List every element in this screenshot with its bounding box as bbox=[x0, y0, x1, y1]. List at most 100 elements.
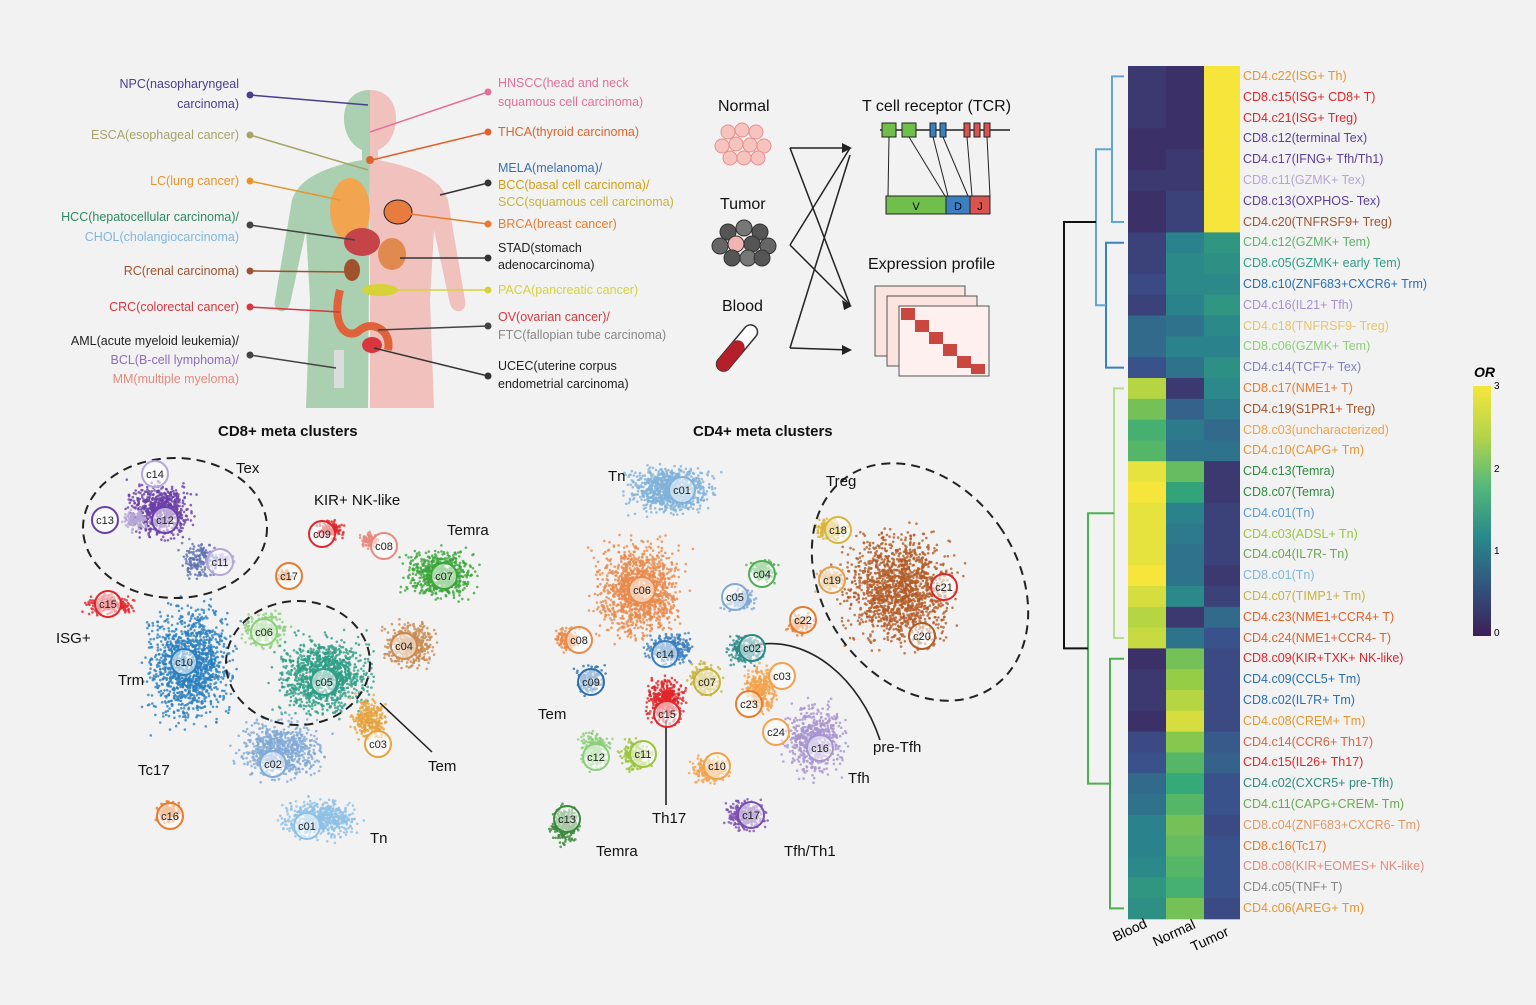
cd4-group-temra: Temra bbox=[596, 843, 638, 860]
label-hnscc: HNSCC(head and neck squamous cell carcin… bbox=[498, 76, 644, 109]
heatmap-cell bbox=[1128, 190, 1167, 213]
lung-organ bbox=[330, 178, 370, 242]
heatmap-cell bbox=[1166, 731, 1205, 753]
heatmap-cell bbox=[1204, 710, 1240, 733]
workflow-arrows bbox=[789, 147, 851, 351]
label-thca: THCA(thyroid carcinoma) bbox=[498, 125, 640, 139]
heatmap-row-label: CD8.c15(ISG+ CD8+ T) bbox=[1243, 89, 1376, 104]
source-tumor-label: Tumor bbox=[720, 196, 766, 213]
heatmap-cell bbox=[1166, 253, 1205, 275]
heatmap-cell bbox=[1204, 128, 1240, 150]
cd8-cluster-c02: c02 bbox=[259, 750, 287, 778]
heatmap-cell bbox=[1166, 648, 1205, 670]
heatmap-cell bbox=[1128, 398, 1167, 421]
heatmap-row-label: CD8.c10(ZNF683+CXCR6+ Trm) bbox=[1243, 277, 1428, 291]
cd4-cluster-c23: c23 bbox=[735, 690, 763, 718]
heatmap-cell bbox=[1166, 523, 1205, 545]
heatmap-row-label: CD8.c03(uncharacterized) bbox=[1243, 422, 1389, 437]
heatmap-cell bbox=[1166, 710, 1205, 733]
heatmap-cell bbox=[1204, 211, 1240, 233]
cd8-cluster-c17: c17 bbox=[275, 562, 303, 590]
heatmap-cell bbox=[1128, 814, 1167, 837]
heatmap-cell bbox=[1128, 274, 1167, 296]
heatmap-cell bbox=[1166, 294, 1205, 317]
heatmap-row-label: CD8.c07(Temra) bbox=[1243, 485, 1335, 499]
heatmap-cell bbox=[1204, 461, 1240, 483]
cd8-group-tn: Tn bbox=[370, 830, 388, 847]
heatmap-cell bbox=[1204, 398, 1240, 421]
cd4-group-pre-tfh: pre-Tfh bbox=[873, 739, 922, 756]
cd4-cluster-c09: c09 bbox=[577, 668, 605, 696]
cd8-cluster-c10: c10 bbox=[170, 648, 198, 676]
cd8-cluster-c06: c06 bbox=[250, 618, 278, 646]
heatmap-cell bbox=[1204, 336, 1240, 358]
cd4-cluster-c21: c21 bbox=[930, 573, 958, 601]
heatmap-cell bbox=[1166, 66, 1205, 88]
heatmap-cell bbox=[1204, 523, 1240, 545]
cd4-cluster-c20: c20 bbox=[908, 622, 936, 650]
heatmap-cell bbox=[1128, 149, 1167, 171]
tcr-locus-diagram: V D J bbox=[880, 122, 1010, 215]
cd8-cluster-c12: c12 bbox=[151, 506, 179, 534]
heatmap-row-label: CD8.c01(Tn) bbox=[1243, 568, 1315, 583]
source-blood-label: Blood bbox=[722, 298, 763, 315]
cd8-group-isg: ISG+ bbox=[56, 630, 91, 647]
heatmap-cell bbox=[1166, 107, 1205, 129]
heatmap-row-label: CD4.c22(ISG+ Th) bbox=[1243, 69, 1347, 83]
label-aml-bcl-mm: AML(acute myeloid leukemia)/ BCL(B-cell … bbox=[70, 334, 239, 386]
cd8-cluster-c05: c05 bbox=[310, 668, 338, 696]
heatmap-cell bbox=[1166, 86, 1205, 109]
heatmap-cell bbox=[1204, 877, 1240, 899]
cd8-group-kir-nk: KIR+ NK-like bbox=[314, 492, 401, 509]
heatmap-cell bbox=[1204, 440, 1240, 462]
expression-title: Expression profile bbox=[868, 256, 996, 273]
cd8-cluster-c14: c14 bbox=[141, 460, 169, 488]
heatmap-row-label: CD8.c02(IL7R+ Tm) bbox=[1243, 693, 1355, 707]
heatmap-cell bbox=[1128, 170, 1167, 192]
cd4-group-th17: Th17 bbox=[652, 810, 687, 827]
cd8-cluster-c01: c01 bbox=[293, 812, 321, 840]
or-colorbar bbox=[1473, 386, 1491, 636]
heatmap-row-label: CD8.c13(OXPHOS- Tex) bbox=[1243, 193, 1381, 208]
cd8-cluster-c11: c11 bbox=[206, 548, 234, 576]
heatmap-cell bbox=[1166, 315, 1205, 337]
heatmap-row-label: CD8.c09(KIR+TXK+ NK-like) bbox=[1243, 651, 1404, 666]
heatmap-cell bbox=[1166, 586, 1205, 608]
cd4-group-tfh-th1: Tfh/Th1 bbox=[784, 843, 836, 860]
heatmap-row-label: CD4.c08(CREM+ Tm) bbox=[1243, 713, 1366, 728]
heatmap-row-label: CD4.c10(CAPG+ Tm) bbox=[1243, 443, 1364, 458]
heatmap-cell bbox=[1204, 315, 1240, 337]
heatmap-row-label: CD4.c24(NME1+CCR4- T) bbox=[1243, 630, 1392, 645]
cd4-group-treg: Treg bbox=[826, 473, 857, 490]
heatmap-cell bbox=[1128, 877, 1167, 899]
label-mela-bcc-scc: MELA(melanoma)/ BCC(basal cell carcinoma… bbox=[498, 161, 674, 209]
heatmap-cell bbox=[1166, 482, 1205, 504]
heatmap-cell bbox=[1204, 253, 1240, 275]
heatmap-cell bbox=[1128, 315, 1167, 337]
heatmap-cell bbox=[1204, 378, 1240, 400]
heatmap-cell bbox=[1128, 502, 1167, 525]
heatmap-cell bbox=[1204, 586, 1240, 608]
label-ov-ftc: OV(ovarian cancer)/ FTC(fallopian tube c… bbox=[498, 310, 667, 342]
heatmap-cell bbox=[1204, 544, 1240, 566]
heatmap-cell bbox=[1166, 190, 1205, 213]
cd8-group-temra: Temra bbox=[447, 522, 489, 539]
heatmap-cell bbox=[1166, 128, 1205, 150]
cd4-cluster-c03: c03 bbox=[768, 662, 796, 690]
heatmap-cell bbox=[1166, 794, 1205, 816]
heatmap-cell bbox=[1128, 211, 1167, 233]
heatmap-cell bbox=[1166, 149, 1205, 171]
heatmap-cell bbox=[1204, 898, 1240, 920]
heatmap-cell bbox=[1204, 565, 1240, 587]
stomach-organ bbox=[378, 238, 406, 270]
cd8-umap-plot: c14 c12 c13 c11 c09 c08 c07 c17 c15 c06 c04 c10 c05 c… bbox=[81, 457, 481, 845]
heatmap-row-label: CD8.c05(GZMK+ early Tem) bbox=[1243, 256, 1401, 271]
heatmap-cell bbox=[1166, 378, 1205, 400]
heatmap-cell bbox=[1166, 336, 1205, 358]
heatmap-cell bbox=[1128, 107, 1167, 129]
svg-text:V: V bbox=[912, 201, 920, 213]
cd8-cluster-c16: c16 bbox=[156, 802, 184, 830]
or-heatmap bbox=[1063, 66, 1240, 920]
cd4-cluster-c24: c24 bbox=[762, 718, 790, 746]
heatmap-cell bbox=[1128, 669, 1167, 691]
